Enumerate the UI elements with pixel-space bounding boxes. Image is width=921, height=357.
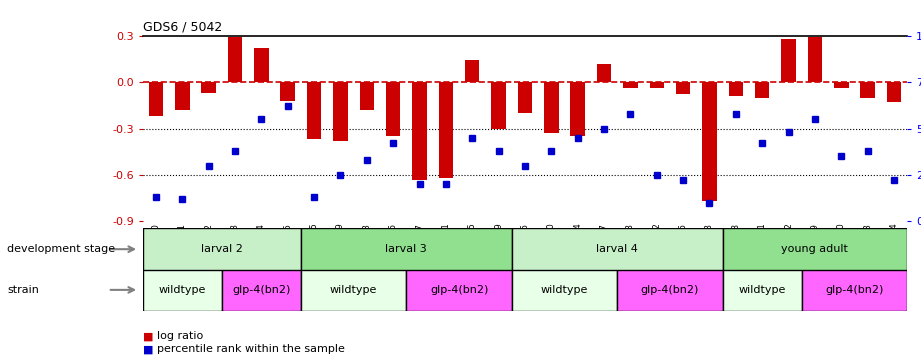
Bar (512, 270, 617, 311)
Text: larval 4: larval 4 (596, 244, 638, 254)
Bar (301, 270, 406, 311)
Text: strain: strain (7, 285, 40, 295)
Bar (887, 82, 902, 102)
Text: larval 3: larval 3 (386, 244, 427, 254)
Bar (254, 48, 269, 82)
Bar (702, 82, 717, 201)
Bar (570, 82, 585, 136)
Bar (175, 82, 190, 110)
Text: glp-4(bn2): glp-4(bn2) (232, 285, 290, 295)
Bar (624, 82, 637, 88)
Bar (676, 82, 691, 95)
Bar (860, 82, 875, 97)
Bar (386, 82, 401, 136)
Text: percentile rank within the sample: percentile rank within the sample (157, 344, 344, 354)
Text: ■: ■ (143, 344, 153, 354)
Bar (281, 82, 295, 101)
Text: wildtype: wildtype (541, 285, 589, 295)
Bar (406, 270, 512, 311)
Bar (222, 270, 301, 311)
Text: log ratio: log ratio (157, 331, 203, 341)
Bar (781, 39, 796, 82)
Bar (492, 82, 506, 129)
Bar (301, 228, 512, 270)
Bar (438, 82, 453, 178)
Bar (723, 270, 802, 311)
Bar (723, 228, 907, 270)
Text: wildtype: wildtype (739, 285, 786, 295)
Text: larval 2: larval 2 (201, 244, 243, 254)
Bar (617, 270, 723, 311)
Text: development stage: development stage (7, 244, 115, 254)
Text: young adult: young adult (782, 244, 848, 254)
Bar (307, 82, 321, 139)
Text: GDS6 / 5042: GDS6 / 5042 (143, 20, 222, 33)
Bar (202, 82, 216, 93)
Bar (465, 60, 480, 82)
Text: glp-4(bn2): glp-4(bn2) (430, 285, 488, 295)
Bar (227, 37, 242, 82)
Text: wildtype: wildtype (330, 285, 378, 295)
Text: ■: ■ (143, 331, 153, 341)
Bar (143, 270, 222, 311)
Bar (755, 82, 769, 97)
Bar (413, 82, 426, 180)
Bar (729, 82, 743, 96)
Bar (808, 37, 822, 82)
Bar (148, 82, 163, 116)
Bar (359, 82, 374, 110)
Bar (518, 82, 532, 113)
Bar (512, 228, 723, 270)
Bar (802, 270, 907, 311)
Bar (649, 82, 664, 88)
Text: glp-4(bn2): glp-4(bn2) (641, 285, 699, 295)
Bar (143, 228, 301, 270)
Bar (333, 82, 348, 141)
Text: glp-4(bn2): glp-4(bn2) (825, 285, 883, 295)
Text: wildtype: wildtype (158, 285, 206, 295)
Bar (597, 64, 612, 82)
Bar (834, 82, 848, 88)
Bar (544, 82, 558, 133)
